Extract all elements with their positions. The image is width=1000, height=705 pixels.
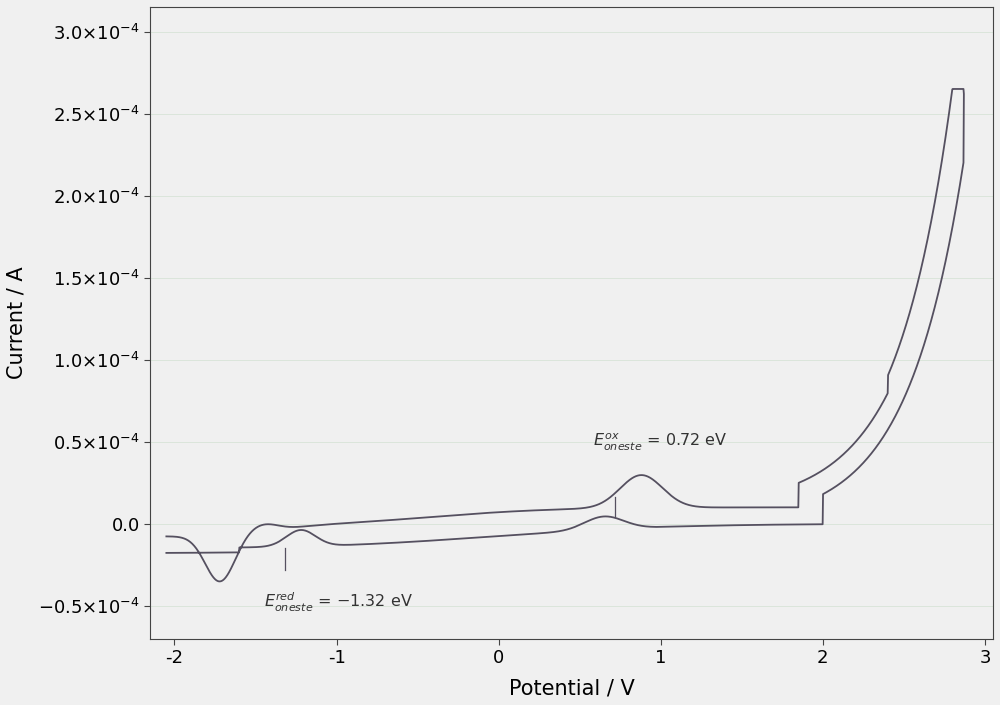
X-axis label: Potential / V: Potential / V	[509, 678, 634, 698]
Text: $E_{oneste}^{red}$ = −1.32 eV: $E_{oneste}^{red}$ = −1.32 eV	[264, 591, 413, 614]
Y-axis label: Current / A: Current / A	[7, 266, 27, 379]
Text: $E_{oneste}^{ox}$ = 0.72 eV: $E_{oneste}^{ox}$ = 0.72 eV	[593, 432, 727, 453]
